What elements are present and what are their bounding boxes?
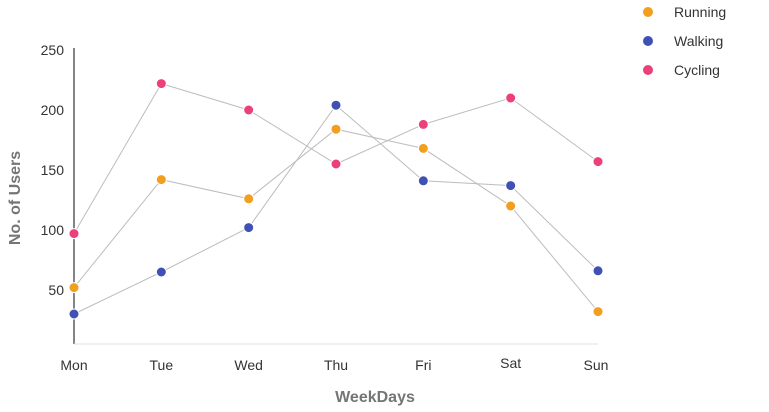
point-cycling-sun[interactable]: [592, 156, 604, 168]
point-running-wed[interactable]: [243, 193, 255, 205]
point-running-tue[interactable]: [155, 174, 167, 186]
x-tick-label-fri: Fri: [415, 357, 431, 373]
x-tick-label-sun: Sun: [584, 357, 609, 373]
point-running-sun[interactable]: [592, 306, 604, 318]
x-tick-label-wed: Wed: [234, 357, 263, 373]
point-cycling-sat[interactable]: [505, 92, 517, 104]
point-walking-thu[interactable]: [330, 99, 342, 111]
y-tick-labels: 50 100 150 200 250: [41, 42, 65, 298]
point-walking-sun[interactable]: [592, 265, 604, 277]
point-running-fri[interactable]: [417, 142, 429, 154]
series-line-walking: [73, 104, 599, 315]
point-cycling-tue[interactable]: [155, 78, 167, 90]
axes: [73, 48, 598, 345]
x-tick-label-mon: Mon: [60, 357, 87, 373]
y-axis-title: No. of Users: [7, 151, 24, 245]
x-tick-labels: Mon Tue Wed Thu Fri Sat Sun: [60, 355, 608, 373]
y-tick-label-150: 150: [41, 162, 65, 178]
legend-item-cycling[interactable]: Cycling: [643, 62, 720, 78]
point-walking-fri[interactable]: [417, 175, 429, 187]
series-points: [68, 78, 604, 320]
point-cycling-wed[interactable]: [243, 104, 255, 116]
legend-marker-walking: [643, 36, 653, 46]
x-axis-title: WeekDays: [335, 389, 415, 406]
point-running-thu[interactable]: [330, 123, 342, 135]
series-lines: [73, 83, 599, 315]
legend-label-walking: Walking: [674, 33, 723, 49]
x-tick-label-tue: Tue: [150, 357, 174, 373]
legend-item-running[interactable]: Running: [643, 4, 726, 20]
legend-label-cycling: Cycling: [674, 62, 720, 78]
y-tick-label-50: 50: [48, 282, 64, 298]
legend-label-running: Running: [674, 4, 726, 20]
point-cycling-fri[interactable]: [417, 118, 429, 130]
legend-marker-running: [643, 7, 653, 17]
y-tick-label-200: 200: [41, 102, 65, 118]
point-running-sat[interactable]: [505, 200, 517, 212]
x-tick-label-sat: Sat: [500, 355, 521, 371]
point-walking-mon[interactable]: [68, 308, 80, 320]
legend-marker-cycling: [643, 65, 653, 75]
point-walking-tue[interactable]: [155, 266, 167, 278]
legend: Running Walking Cycling: [643, 4, 726, 78]
y-tick-label-250: 250: [41, 42, 65, 58]
point-walking-wed[interactable]: [243, 222, 255, 234]
point-walking-sat[interactable]: [505, 180, 517, 192]
point-cycling-mon[interactable]: [68, 228, 80, 240]
x-tick-label-thu: Thu: [324, 357, 348, 373]
point-cycling-thu[interactable]: [330, 158, 342, 170]
legend-item-walking[interactable]: Walking: [643, 33, 723, 49]
series-line-running: [73, 128, 599, 312]
point-running-mon[interactable]: [68, 282, 80, 294]
y-tick-label-100: 100: [41, 222, 65, 238]
